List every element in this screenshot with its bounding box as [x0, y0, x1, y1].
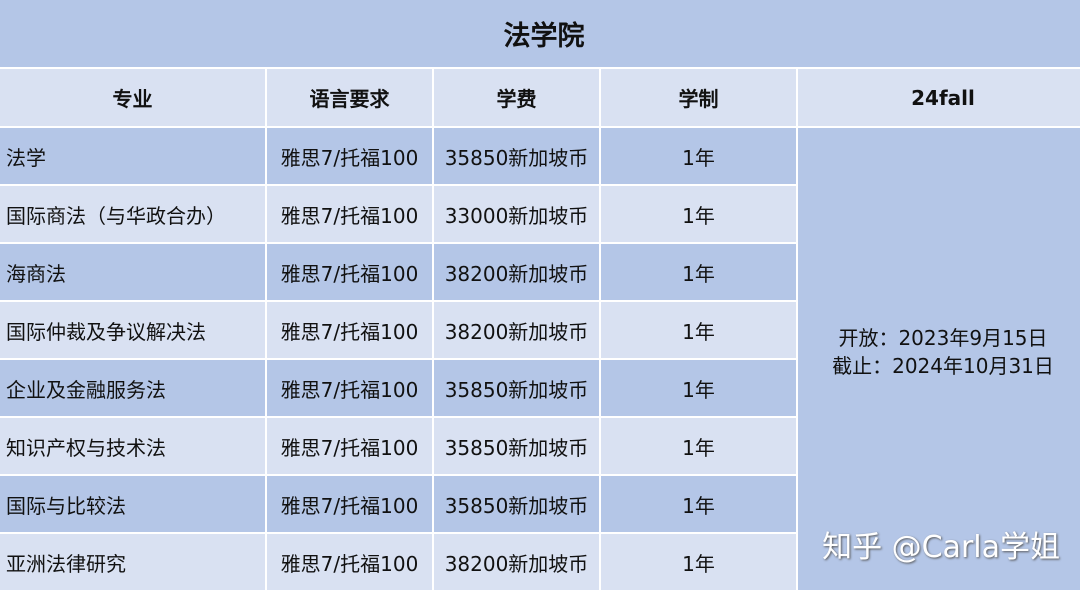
cell-major: 国际仲裁及争议解决法	[0, 302, 265, 358]
watermark: 知乎 @Carla学姐	[822, 530, 1060, 565]
cell-tuition: 38200新加坡币	[434, 302, 599, 358]
cell-language: 雅思7/托福100	[267, 302, 432, 358]
cell-language: 雅思7/托福100	[267, 244, 432, 300]
cell-major: 法学	[0, 128, 265, 184]
cell-duration: 1年	[601, 186, 796, 242]
header-24fall: 24fall	[798, 69, 1080, 126]
cell-major: 国际商法（与华政合办）	[0, 186, 265, 242]
cell-tuition: 38200新加坡币	[434, 244, 599, 300]
open-date: 开放：2023年9月15日	[838, 326, 1048, 350]
cell-language: 雅思7/托福100	[267, 128, 432, 184]
cell-tuition: 35850新加坡币	[434, 418, 599, 474]
deadline-date: 截止：2024年10月31日	[832, 354, 1054, 378]
cell-language: 雅思7/托福100	[267, 476, 432, 532]
cell-major: 海商法	[0, 244, 265, 300]
cell-duration: 1年	[601, 302, 796, 358]
cell-language: 雅思7/托福100	[267, 418, 432, 474]
cell-language: 雅思7/托福100	[267, 534, 432, 590]
cell-major: 亚洲法律研究	[0, 534, 265, 590]
cell-major: 企业及金融服务法	[0, 360, 265, 416]
cell-duration: 1年	[601, 244, 796, 300]
cell-major: 国际与比较法	[0, 476, 265, 532]
cell-tuition: 35850新加坡币	[434, 128, 599, 184]
cell-tuition: 35850新加坡币	[434, 476, 599, 532]
cell-duration: 1年	[601, 418, 796, 474]
cell-major: 知识产权与技术法	[0, 418, 265, 474]
application-dates-cell: 开放：2023年9月15日 截止：2024年10月31日 知乎 @Carla学姐	[798, 128, 1080, 590]
cell-language: 雅思7/托福100	[267, 360, 432, 416]
cell-tuition: 33000新加坡币	[434, 186, 599, 242]
cell-duration: 1年	[601, 128, 796, 184]
cell-tuition: 35850新加坡币	[434, 360, 599, 416]
cell-duration: 1年	[601, 534, 796, 590]
header-major: 专业	[0, 69, 265, 126]
cell-duration: 1年	[601, 360, 796, 416]
header-language: 语言要求	[267, 69, 432, 126]
cell-tuition: 38200新加坡币	[434, 534, 599, 590]
cell-language: 雅思7/托福100	[267, 186, 432, 242]
table-title: 法学院	[0, 0, 1080, 67]
cell-duration: 1年	[601, 476, 796, 532]
header-tuition: 学费	[434, 69, 599, 126]
header-duration: 学制	[601, 69, 796, 126]
